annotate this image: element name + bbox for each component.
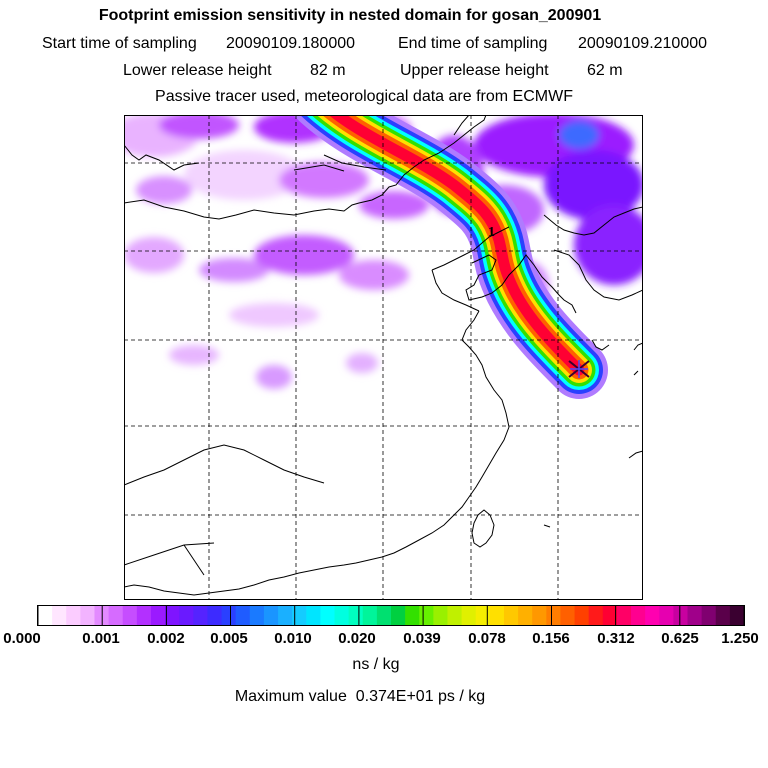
- colorbar-tick-7: 0.078: [468, 630, 506, 647]
- colorbar-swatch: [165, 606, 180, 625]
- colorbar-swatch: [659, 606, 674, 625]
- colorbar-swatch: [292, 606, 307, 625]
- colorbar-tick-11: 1.250: [721, 630, 759, 647]
- start-time-label: Start time of sampling: [42, 35, 197, 52]
- colorbar-swatch: [136, 606, 152, 625]
- colorbar-swatch: [447, 606, 463, 625]
- colorbar-swatch: [631, 606, 646, 625]
- emission-plume: [293, 115, 608, 399]
- colorbar-swatch: [150, 606, 166, 625]
- colorbar-swatch: [80, 606, 96, 625]
- colorbar-tick-8: 0.156: [532, 630, 570, 647]
- colorbar-swatch: [405, 606, 420, 625]
- colorbar-tick-3: 0.005: [210, 630, 248, 647]
- colorbar-swatch: [503, 606, 519, 625]
- colorbar-swatch: [362, 606, 378, 625]
- colorbar-swatch: [122, 606, 138, 625]
- colorbar-swatch: [574, 606, 590, 625]
- colorbar-swatch: [263, 606, 279, 625]
- colorbar-swatch: [546, 606, 562, 625]
- colorbar-unit: ns / kg: [352, 656, 400, 673]
- colorbar-swatch: [320, 606, 336, 625]
- colorbar-tick-9: 0.312: [597, 630, 635, 647]
- colorbar-swatch: [602, 606, 618, 625]
- colorbar-tick-10: 0.625: [661, 630, 699, 647]
- colorbar-tick-0: 0.000: [3, 630, 41, 647]
- colorbar-swatch: [193, 606, 209, 625]
- lower-release-value: 82 m: [310, 62, 346, 79]
- end-time-value: 20090109.210000: [578, 35, 708, 52]
- upper-release-value: 62 m: [587, 62, 623, 79]
- upper-release-label: Upper release height: [400, 62, 549, 79]
- colorbar: [37, 605, 745, 626]
- colorbar-tick-2: 0.002: [147, 630, 185, 647]
- colorbar-swatch: [673, 606, 689, 625]
- colorbar-swatch: [348, 606, 364, 625]
- map-frame: [124, 115, 643, 600]
- colorbar-swatch: [645, 606, 660, 625]
- colorbar-swatch: [616, 606, 632, 625]
- plot-title: Footprint emission sensitivity in nested…: [98, 7, 602, 24]
- colorbar-swatch: [687, 606, 703, 625]
- footprint-map: 1: [124, 115, 643, 600]
- colorbar-tick-6: 0.039: [403, 630, 441, 647]
- colorbar-tick-1: 0.001: [82, 630, 120, 647]
- map-gridlines: [124, 115, 643, 600]
- colorbar-tick-4: 0.010: [274, 630, 312, 647]
- colorbar-swatch: [38, 606, 53, 625]
- start-time-value: 20090109.180000: [226, 35, 356, 52]
- colorbar-swatch: [278, 606, 293, 625]
- colorbar-swatch: [489, 606, 505, 625]
- colorbar-swatch: [235, 606, 251, 625]
- release-site-marker: [568, 360, 590, 378]
- plot-subtitle: Passive tracer used, meteorological data…: [155, 88, 573, 105]
- colorbar-swatch: [475, 606, 491, 625]
- colorbar-swatch: [729, 606, 745, 625]
- colorbar-swatch: [221, 606, 237, 625]
- colorbar-swatch: [391, 606, 406, 625]
- colorbar-swatch: [334, 606, 350, 625]
- trajectory-point-label: 1: [488, 225, 495, 240]
- maximum-value-number: 0.374E+01 ps / kg: [355, 688, 486, 705]
- colorbar-tick-5: 0.020: [338, 630, 376, 647]
- colorbar-swatch: [66, 606, 81, 625]
- colorbar-swatch: [179, 606, 194, 625]
- colorbar-swatch: [108, 606, 124, 625]
- plume-band: [328, 115, 585, 376]
- colorbar-swatch: [207, 606, 223, 625]
- colorbar-swatch: [249, 606, 265, 625]
- maximum-value-label: Maximum value: [234, 688, 347, 705]
- end-time-label: End time of sampling: [398, 35, 548, 52]
- lower-release-label: Lower release height: [123, 62, 272, 79]
- colorbar-swatch: [715, 606, 731, 625]
- colorbar-swatch: [518, 606, 533, 625]
- colorbar-swatch: [461, 606, 477, 625]
- colorbar-swatch: [52, 606, 67, 625]
- colorbar-swatch: [433, 606, 449, 625]
- colorbar-swatch: [376, 606, 392, 625]
- maximum-value: Maximum value 0.374E+01 ps / kg: [0, 688, 744, 706]
- colorbar-swatch: [588, 606, 604, 625]
- colorbar-swatch: [701, 606, 717, 625]
- colorbar-swatch: [306, 606, 321, 625]
- coastlines: [124, 115, 643, 596]
- colorbar-swatch: [532, 606, 547, 625]
- colorbar-swatch: [560, 606, 576, 625]
- colorbar-swatch: [419, 606, 434, 625]
- colorbar-frame: [37, 605, 745, 626]
